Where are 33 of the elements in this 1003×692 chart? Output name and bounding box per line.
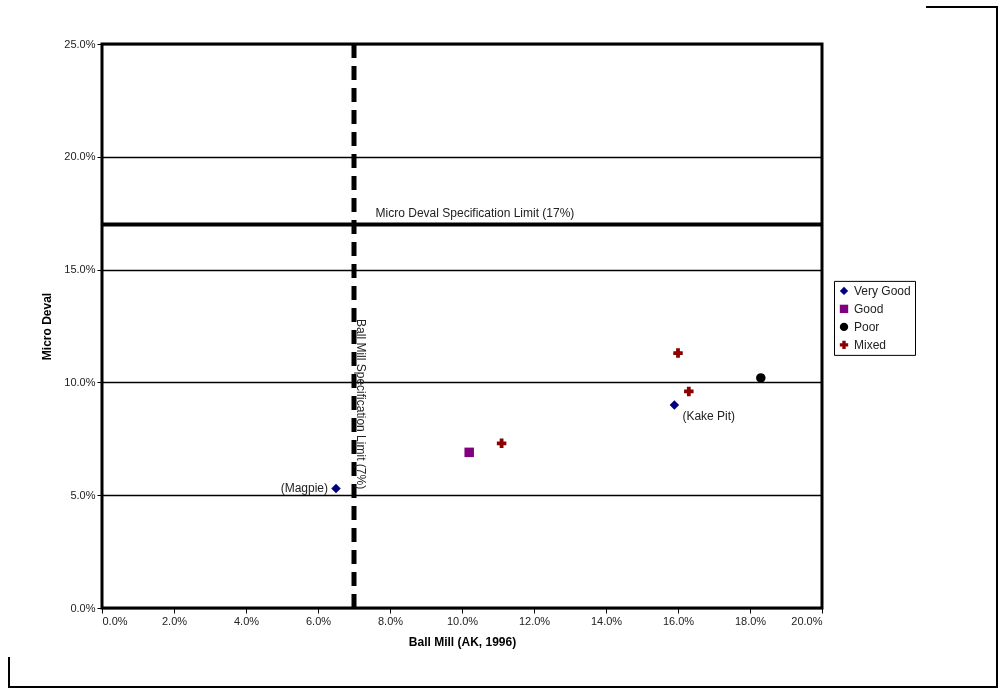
ref-line-label: Ball Mill Specification Limit (7%): [354, 319, 368, 490]
x-tick-label: 20.0%: [791, 614, 823, 627]
x-tick-label: 10.0%: [446, 614, 479, 627]
x-tick-label: 4.0%: [233, 614, 260, 627]
point: [331, 483, 341, 494]
y-tick-label: 10.0%: [64, 375, 96, 388]
x-tick-label: 2.0%: [161, 614, 188, 627]
point: [684, 386, 694, 397]
x-tick-label: 14.0%: [590, 614, 623, 627]
legend-label: Poor: [854, 319, 880, 334]
point: [756, 373, 766, 383]
legend-label: Good: [854, 301, 884, 316]
y-tick-label: 15.0%: [64, 263, 96, 276]
y-tick-label: 20.0%: [64, 150, 96, 163]
x-tick-label: 8.0%: [377, 614, 404, 627]
annotation: (Magpie): [280, 481, 328, 496]
point: [464, 447, 474, 458]
x-tick-label: 0.0%: [102, 614, 128, 627]
y-axis-title: Micro Deval: [40, 292, 55, 361]
point: [673, 348, 683, 358]
y-tick-label: 5.0%: [70, 488, 96, 501]
x-axis-title: Ball Mill (AK, 1996): [408, 634, 517, 649]
x-tick-label: 18.0%: [734, 614, 767, 627]
legend-label: Mixed: [854, 337, 887, 352]
x-tick-label: 16.0%: [662, 614, 695, 627]
annotation: (Kake Pit): [682, 408, 736, 423]
legend-label: Very Good: [854, 283, 911, 298]
ref-line-label: Micro Deval Specification Limit (17%): [375, 206, 575, 221]
y-tick-label: 0.0%: [70, 601, 96, 614]
point: [669, 400, 680, 410]
x-tick-label: 12.0%: [518, 614, 551, 627]
x-tick-label: 6.0%: [305, 614, 332, 627]
y-tick-label: 25.0%: [64, 37, 96, 50]
